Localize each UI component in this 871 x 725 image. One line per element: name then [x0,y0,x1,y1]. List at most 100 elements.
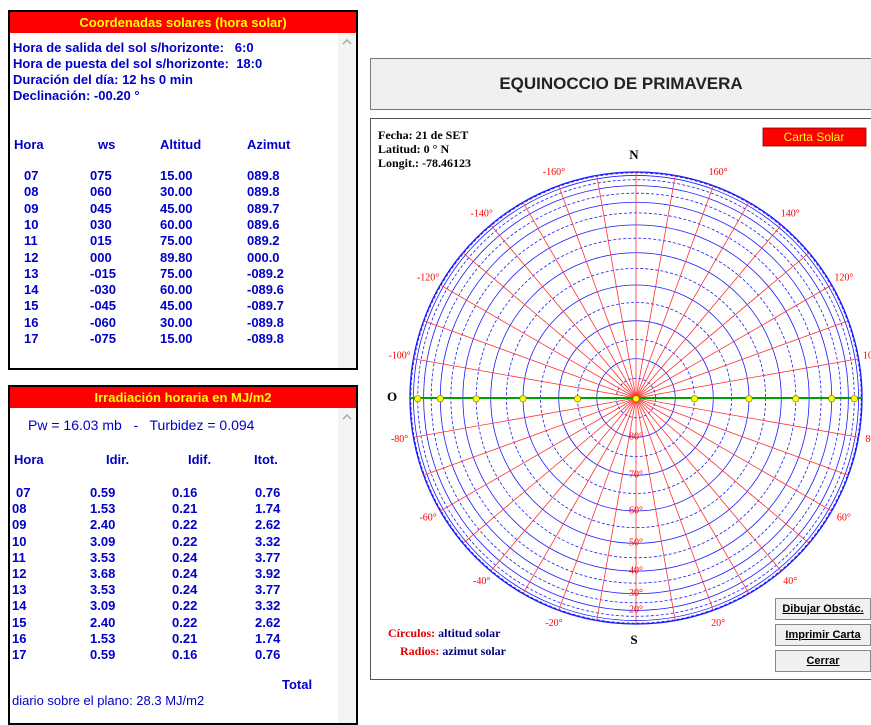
column-header: Altitud [160,137,201,153]
column-header: Idir. [106,452,129,468]
cell: 60.00 [160,217,193,233]
cell: 07 [24,168,38,184]
info-line: Hora de puesta del sol s/horizonte: 18:0 [13,56,262,72]
cell: -089.7 [247,298,284,314]
button[interactable]: Imprimir Carta [775,624,871,646]
info-line: Hora de salida del sol s/horizonte: 6:0 [13,40,254,56]
cell: 10 [24,217,38,233]
cell: 0.76 [255,485,280,501]
panel-header: Coordenadas solares (hora solar) [10,12,356,33]
scrollbar[interactable] [338,408,356,723]
cell: 2.40 [90,615,115,631]
azimuth-label: -160° [543,167,565,178]
sun-position [574,396,580,402]
cell: -015 [90,266,116,282]
cell: 2.62 [255,615,280,631]
cell: 0.59 [90,485,115,501]
altitude-label: 40° [629,565,643,576]
cell: 0.24 [172,582,197,598]
info-line: Duración del día: 12 hs 0 min [13,72,193,88]
azimuth-label: -140° [471,208,493,219]
cell: 17 [24,331,38,347]
cell: 10 [12,534,26,550]
cell: -089.2 [247,266,284,282]
column-header: Hora [14,137,44,153]
chart-title: EQUINOCCIO DE PRIMAVERA [370,58,871,110]
cell: 11 [12,550,26,566]
cell: 3.09 [90,534,115,550]
cell: 1.74 [255,501,280,517]
sun-position [829,395,835,401]
cell: 060 [90,184,112,200]
cell: 0.22 [172,517,197,533]
legend-text: azimut solar [439,644,506,658]
cell: 45.00 [160,201,193,217]
sun-position [437,395,443,401]
cell: 75.00 [160,266,193,282]
cell: 15 [12,615,26,631]
cell: 089.2 [247,233,280,249]
sun-position [415,396,421,402]
button[interactable]: Cerrar [775,650,871,672]
legend-text: altitud solar [435,626,501,640]
info-line: Declinación: -00.20 ° [13,88,140,104]
legend-key: Radios: [400,644,439,658]
cell: 3.77 [255,550,280,566]
cell: 45.00 [160,298,193,314]
cell: 1.74 [255,631,280,647]
column-header: Idif. [188,452,211,468]
cell: 17 [12,647,26,663]
cell: 3.68 [90,566,115,582]
cell: 09 [24,201,38,217]
cell: -089.8 [247,331,284,347]
altitude-label: 80° [629,432,643,443]
button[interactable]: Dibujar Obstác. [775,598,871,620]
cell: 12 [24,250,38,266]
azimuth-label: -80° [391,434,408,445]
scroll-arrow [338,33,356,51]
cardinal-label: S [630,632,637,647]
cell: 15.00 [160,331,193,347]
azimuth-label: -40° [473,576,490,587]
cardinal-label: N [629,147,639,162]
irradiation-panel: Irradiación horaria en MJ/m2 Pw = 16.03 … [8,385,358,725]
sun-position [746,396,752,402]
daily-total: diario sobre el plano: 28.3 MJ/m2 [12,693,204,709]
cell: 75.00 [160,233,193,249]
cell: 15.00 [160,168,193,184]
cell: -060 [90,315,116,331]
cell: 0.22 [172,534,197,550]
cell: 30.00 [160,315,193,331]
cell: 60.00 [160,282,193,298]
sun-position [851,396,857,402]
cell: 15 [24,298,38,314]
azimuth-label: -60° [419,512,436,523]
column-header: Hora [14,452,44,468]
cell: 3.32 [255,534,280,550]
cell: 0.16 [172,647,197,663]
info-line: Pw = 16.03 mb - Turbidez = 0.094 [28,417,254,433]
azimuth-label: 120° [834,272,853,283]
cell: 000.0 [247,250,280,266]
coords-panel: Coordenadas solares (hora solar) Hora de… [8,10,358,370]
cell: 075 [90,168,112,184]
azimuth-label: 160° [709,167,728,178]
cell: 2.62 [255,517,280,533]
azimuth-label: -20° [545,618,562,629]
cell: 08 [12,501,26,517]
sun-position [691,396,697,402]
azimuth-label: 60° [837,512,851,523]
cell: 3.92 [255,566,280,582]
altitude-label: 70° [629,470,643,481]
cell: 12 [12,566,26,582]
cell: 16 [12,631,26,647]
solar-chart: -160°160°-140°140°-120°120°-100°100°-80°… [370,118,871,680]
scrollbar[interactable] [338,33,356,368]
azimuth-label: -100° [388,351,410,362]
chart-info: Latitud: 0 ° N [378,142,449,156]
cell: -089.8 [247,315,284,331]
cell: 08 [24,184,38,200]
sun-position [793,396,799,402]
altitude-label: 30° [629,588,643,599]
cell: 0.21 [172,631,197,647]
